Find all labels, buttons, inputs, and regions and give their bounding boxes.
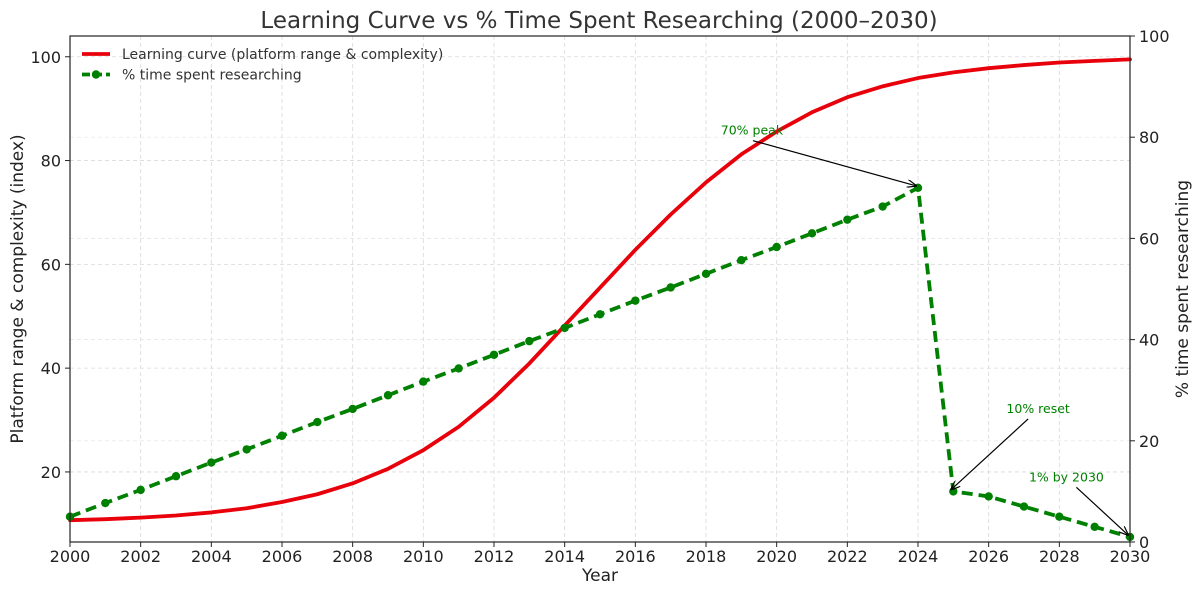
series-2-point (242, 445, 251, 454)
annotations: 70% peak 10% reset 1% by 2030 (721, 123, 1128, 535)
series-line-2 (69, 185, 1131, 539)
plot-frame (69, 35, 1131, 543)
x-tick-label: 2004 (191, 547, 232, 566)
y-tick-label-left: 60 (41, 255, 61, 274)
x-tick-label: 2002 (120, 547, 161, 566)
series-2-point (383, 391, 393, 400)
series-2-point (595, 310, 605, 319)
y-tick-label-right: 100 (1139, 27, 1170, 46)
series-2-point (489, 350, 499, 359)
legend-label-2: % time spent researching (122, 68, 302, 84)
y-tick-label-left: 40 (41, 359, 61, 378)
series-line-1 (68, 57, 1132, 523)
series-2-point (136, 485, 145, 495)
y-tick-label-right: 80 (1139, 128, 1159, 147)
x-tick-label: 2014 (544, 547, 585, 566)
x-tick-label: 2030 (1110, 547, 1151, 566)
series-2-point (913, 183, 923, 192)
x-tick-label: 2020 (756, 547, 797, 566)
series-2-point (949, 487, 958, 496)
x-tick-label: 2024 (898, 547, 939, 566)
series-2-point (772, 242, 781, 252)
chart-title: Learning Curve vs % Time Spent Researchi… (260, 8, 937, 34)
annotation-arrow (1075, 486, 1128, 535)
x-tick-label: 2028 (1039, 547, 1080, 566)
series-2-point (454, 364, 463, 373)
y-tick-label-left: 100 (30, 48, 61, 67)
series-2-point (878, 202, 887, 211)
series-2-point (737, 255, 746, 265)
x-tick-label: 2022 (827, 547, 868, 566)
x-tick-label: 2012 (474, 547, 515, 566)
x-tick-label: 2008 (332, 547, 373, 566)
series-2-point (807, 229, 817, 238)
legend-label-1: Learning curve (platform range & complex… (122, 47, 443, 63)
annotation-arrow (752, 140, 916, 186)
x-tick-label: 2006 (262, 547, 303, 566)
series-2-point (1055, 512, 1064, 521)
ticks: 2000 2002 2004 2006 2008 2010 2012 2014 2016 2018… (30, 27, 1169, 566)
series-2-point (525, 336, 534, 346)
annotation-arrow (951, 418, 1029, 489)
series-2-point (207, 458, 216, 467)
series-2-point (560, 323, 569, 333)
series-2-point (171, 472, 181, 481)
legend-marker-2 (91, 70, 101, 79)
series-2-point (1090, 522, 1099, 532)
series-2-point (701, 269, 711, 279)
series-2-point (277, 431, 287, 440)
annotation-label: 70% peak (721, 123, 784, 138)
y-tick-label-right: 40 (1139, 331, 1159, 350)
x-tick-label: 2018 (686, 547, 727, 566)
y-tick-label-right: 20 (1139, 432, 1159, 451)
series-2-point (1019, 502, 1029, 511)
series-2-point (984, 492, 993, 501)
y-axis-title-right: % time spent researching (1173, 180, 1193, 398)
y-tick-label-left: 80 (41, 152, 61, 171)
series-2-point (313, 417, 322, 427)
y-axis-title-left: Platform range & complexity (index) (8, 134, 28, 443)
y-tick-label-right: 60 (1139, 229, 1159, 248)
x-axis-title: Year (581, 566, 618, 586)
x-tick-label: 2026 (968, 547, 1009, 566)
series-layer (65, 57, 1135, 542)
annotation-label: 10% reset (1006, 401, 1070, 416)
y-tick-label-left: 20 (41, 463, 61, 482)
x-tick-label: 2010 (403, 547, 444, 566)
series-2-point (419, 377, 428, 386)
x-tick-label: 2000 (50, 547, 91, 566)
series-2-point (666, 283, 675, 292)
legend: Learning curve (platform range & complex… (82, 47, 443, 84)
y-tick-label-right: 0 (1139, 533, 1149, 552)
series-2-point (348, 404, 357, 414)
series-2-point (631, 296, 640, 305)
series-2-point (101, 498, 110, 508)
x-tick-label: 2016 (615, 547, 656, 566)
annotation-label: 1% by 2030 (1029, 469, 1104, 484)
series-2-point (843, 215, 852, 224)
